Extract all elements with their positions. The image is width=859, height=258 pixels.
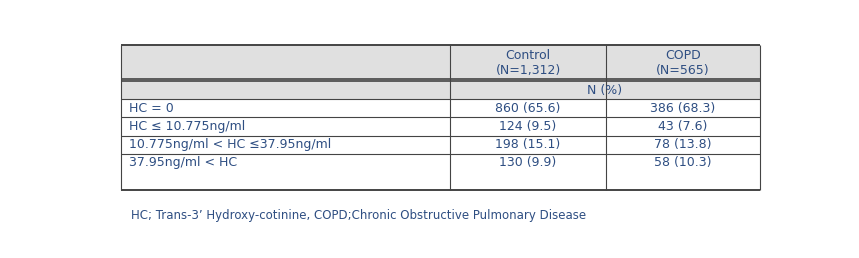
Text: HC = 0: HC = 0 xyxy=(129,102,174,115)
Text: COPD
(N=565): COPD (N=565) xyxy=(656,49,710,77)
Text: 58 (10.3): 58 (10.3) xyxy=(655,156,712,169)
Bar xyxy=(120,154,759,172)
Text: 860 (65.6): 860 (65.6) xyxy=(496,102,561,115)
Text: 386 (68.3): 386 (68.3) xyxy=(650,102,716,115)
Text: 130 (9.9): 130 (9.9) xyxy=(499,156,557,169)
Text: HC; Trans-3’ Hydroxy-cotinine, COPD;Chronic Obstructive Pulmonary Disease: HC; Trans-3’ Hydroxy-cotinine, COPD;Chro… xyxy=(131,209,586,222)
Bar xyxy=(120,117,759,135)
Text: 78 (13.8): 78 (13.8) xyxy=(655,138,712,151)
Text: HC ≤ 10.775ng/ml: HC ≤ 10.775ng/ml xyxy=(129,120,245,133)
Text: 43 (7.6): 43 (7.6) xyxy=(658,120,708,133)
Bar xyxy=(120,99,759,117)
Bar xyxy=(120,81,759,99)
Text: 124 (9.5): 124 (9.5) xyxy=(499,120,557,133)
Bar xyxy=(120,45,759,81)
Text: 198 (15.1): 198 (15.1) xyxy=(496,138,561,151)
Text: 10.775ng/ml < HC ≤37.95ng/ml: 10.775ng/ml < HC ≤37.95ng/ml xyxy=(129,138,331,151)
Text: 37.95ng/ml < HC: 37.95ng/ml < HC xyxy=(129,156,237,169)
Text: N (%): N (%) xyxy=(588,84,623,97)
Text: Control
(N=1,312): Control (N=1,312) xyxy=(496,49,561,77)
Bar xyxy=(120,135,759,154)
